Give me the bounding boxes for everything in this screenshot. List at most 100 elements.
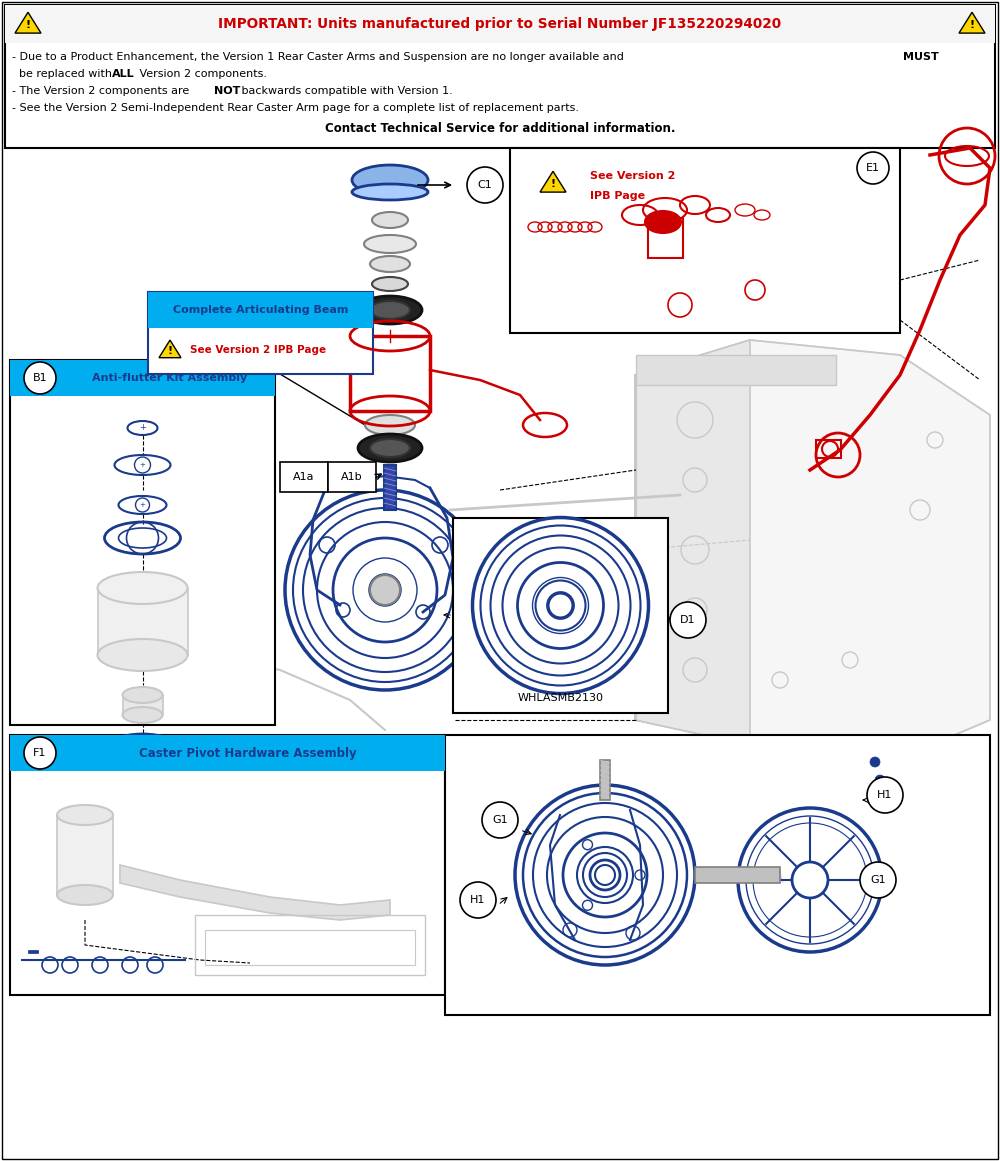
Text: A1b: A1b [341,473,363,482]
Polygon shape [635,340,750,745]
Ellipse shape [122,687,162,704]
Polygon shape [205,915,420,975]
Text: See Version 2: See Version 2 [590,171,675,181]
Text: !: ! [167,346,173,356]
Polygon shape [159,340,181,358]
Bar [10,735,445,995]
Ellipse shape [352,183,428,200]
Circle shape [875,776,885,785]
Text: H1: H1 [470,895,486,906]
Ellipse shape [358,296,422,324]
Ellipse shape [122,707,162,723]
Text: C1: C1 [478,180,492,190]
Bar [148,293,373,374]
Text: E1: E1 [866,163,880,173]
Bar [195,915,425,975]
Ellipse shape [370,301,410,319]
Ellipse shape [372,212,408,228]
Bar [648,218,683,258]
Text: ALL: ALL [112,68,135,79]
Text: NOT: NOT [214,86,240,96]
Circle shape [460,882,496,918]
Text: !: ! [25,20,31,30]
Bar [28,950,38,953]
Ellipse shape [645,211,681,233]
Bar [10,360,275,396]
Text: D1: D1 [680,615,696,625]
Bar [5,5,995,147]
Polygon shape [120,865,390,920]
Text: +: + [140,502,145,509]
Bar [5,5,995,43]
Text: MUST: MUST [903,52,939,62]
Polygon shape [635,340,990,758]
Text: IMPORTANT: Units manufactured prior to Serial Number JF135220294020: IMPORTANT: Units manufactured prior to S… [218,17,782,31]
Circle shape [24,737,56,769]
Ellipse shape [57,805,113,825]
Ellipse shape [358,434,422,462]
Text: See Version 2 IPB Page: See Version 2 IPB Page [190,345,326,355]
Text: +: + [140,462,145,468]
Bar [384,466,396,510]
Circle shape [857,152,889,183]
Text: - Due to a Product Enhancement, the Version 1 Rear Caster Arms and Suspension ar: - Due to a Product Enhancement, the Vers… [12,52,627,62]
Ellipse shape [98,572,188,604]
Ellipse shape [364,235,416,253]
Circle shape [873,795,883,805]
Bar [453,518,668,713]
Text: - The Version 2 components are: - The Version 2 components are [12,86,193,96]
Bar [600,760,610,800]
Circle shape [870,757,880,767]
Text: A1a: A1a [293,473,315,482]
Ellipse shape [57,885,113,906]
Text: Anti-flutter Kit Assembly: Anti-flutter Kit Assembly [92,373,248,383]
Bar [636,355,836,385]
Text: H1: H1 [877,789,893,800]
Text: IPB Page: IPB Page [590,192,645,201]
Ellipse shape [352,165,428,195]
Text: Version 2 components.: Version 2 components. [136,68,267,79]
Bar [816,440,841,457]
Ellipse shape [98,639,188,671]
Circle shape [467,167,503,203]
Text: Contact Technical Service for additional information.: Contact Technical Service for additional… [325,123,675,136]
Bar [695,867,780,884]
Bar [10,735,445,771]
Text: !: ! [969,20,975,30]
Bar [510,147,900,333]
Text: be replaced with: be replaced with [12,68,116,79]
Polygon shape [15,13,41,34]
Text: B1: B1 [33,373,47,383]
Text: F1: F1 [33,748,47,758]
Text: - See the Version 2 Semi-Independent Rear Caster Arm page for a complete list of: - See the Version 2 Semi-Independent Rea… [12,103,579,113]
Bar [10,360,275,724]
Text: G1: G1 [492,815,508,825]
Bar [350,336,430,411]
Text: WHLASMB2130: WHLASMB2130 [518,693,604,704]
Bar [445,735,990,1015]
Ellipse shape [370,439,410,457]
Bar [57,815,113,895]
Bar [122,695,162,715]
Circle shape [670,603,706,639]
Bar [148,293,373,329]
Circle shape [860,861,896,897]
Text: +: + [139,424,146,433]
Ellipse shape [372,277,408,291]
Polygon shape [959,13,985,34]
Text: backwards compatible with Version 1.: backwards compatible with Version 1. [238,86,453,96]
Polygon shape [540,172,566,192]
Bar [328,462,376,492]
Ellipse shape [370,255,410,272]
Bar [98,587,188,655]
Ellipse shape [365,414,415,435]
Bar [280,462,328,492]
Text: Complete Articulating Beam: Complete Articulating Beam [173,305,348,315]
Text: G1: G1 [870,875,886,885]
Text: Caster Pivot Hardware Assembly: Caster Pivot Hardware Assembly [139,747,356,759]
Circle shape [867,777,903,813]
Bar [205,930,415,965]
Circle shape [24,362,56,394]
Text: !: ! [550,179,556,189]
Circle shape [482,802,518,838]
